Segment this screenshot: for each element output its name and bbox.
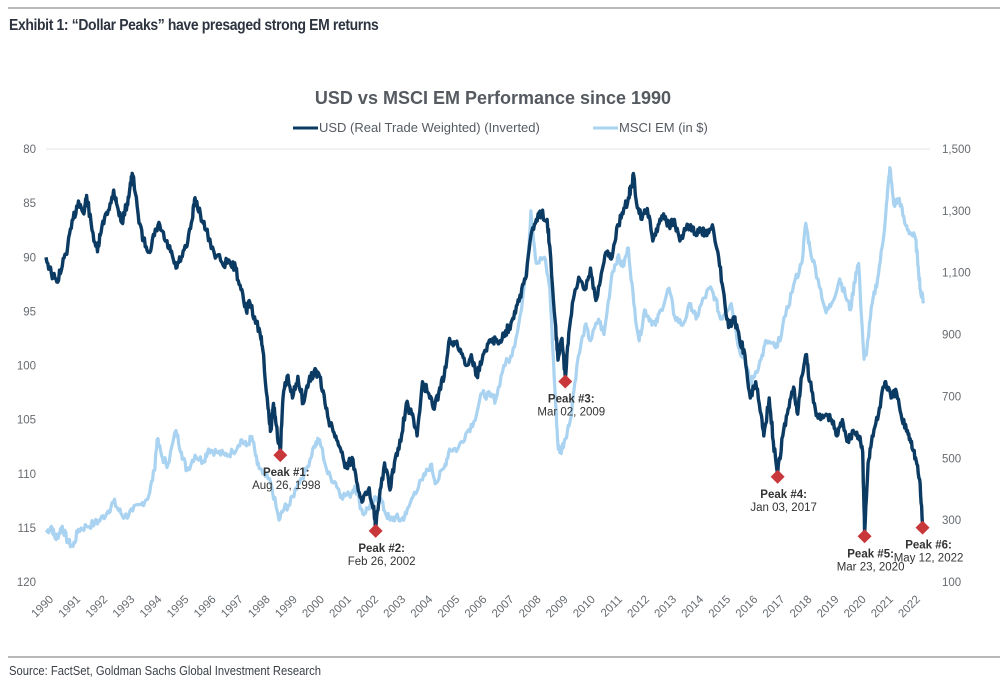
x-tick-label: 1992 [84,594,111,621]
x-tick-label: 1997 [219,594,246,621]
x-tick-label: 1998 [246,594,273,621]
x-tick-label: 2010 [571,594,598,621]
peak-annotation: Peak #2:Feb 26, 2002 [348,523,416,568]
legend-label-usd: USD (Real Trade Weighted) (Inverted) [319,120,540,135]
peak-label: Peak #4: [760,489,807,501]
peak-label: Peak #5: [847,548,894,560]
peak-date: Jan 03, 2017 [750,502,817,514]
x-axis: 1990 1991 1992 1993 1994 1995 1996 1997 1998 1999… [30,593,923,620]
peak-annotation: Peak #4:Jan 03, 2017 [750,469,817,514]
x-tick-label: 2008 [517,594,544,621]
bottom-rule [8,656,1000,658]
peak-date: Mar 23, 2020 [837,561,905,573]
y-right-tick-label: 300 [942,515,961,527]
peak-marker-diamond [558,374,573,389]
x-tick-label: 2018 [788,594,815,621]
peak-annotation: Peak #6:May 12, 2022 [894,520,964,565]
x-tick-label: 2012 [625,594,652,621]
peak-label: Peak #6: [905,540,952,552]
x-tick-label: 2005 [436,594,463,621]
y-left-tick-label: 105 [17,415,36,427]
x-tick-label: 1994 [138,593,165,620]
x-tick-label: 2021 [869,594,896,621]
y-axis-right: 1,500 1,300 1,100 900 700 500 300 100 [942,144,971,589]
source-note: Source: FactSet, Goldman Sachs Global In… [9,664,322,678]
peak-marker-diamond [915,520,930,535]
peak-date: May 12, 2022 [894,553,964,565]
series-line-usd [44,171,925,535]
x-tick-label: 2014 [680,593,707,620]
annotations: Peak #1:Aug 26, 1998 Peak #2:Feb 26, 2002… [252,374,963,573]
peak-date: Aug 26, 1998 [252,480,320,492]
peak-annotation: Peak #3:Mar 02, 2009 [537,374,605,418]
x-tick-label: 2002 [355,594,382,621]
x-tick-label: 1991 [57,594,84,621]
y-left-tick-label: 110 [18,469,36,481]
peak-marker-diamond [857,529,872,544]
legend-label-em: MSCI EM (in $) [619,120,708,135]
x-tick-label: 2015 [707,594,734,621]
y-left-tick-label: 115 [18,523,36,535]
legend: USD (Real Trade Weighted) (Inverted) MSC… [293,120,708,135]
y-left-tick-label: 90 [23,252,36,264]
y-left-tick-label: 120 [17,577,36,589]
y-right-tick-label: 1,100 [942,268,971,280]
x-tick-label: 2011 [599,594,625,620]
peak-label: Peak #2: [358,543,405,555]
x-tick-label: 2013 [653,594,680,621]
x-tick-label: 2007 [490,594,517,621]
x-tick-label: 2016 [734,594,761,621]
series-line-msci-em [44,166,926,549]
y-right-tick-label: 1,300 [942,206,971,218]
x-tick-label: 2006 [463,594,490,621]
x-tick-label: 2004 [409,593,436,620]
x-tick-label: 1996 [192,594,219,621]
peak-annotation: Peak #5:Mar 23, 2020 [837,529,905,573]
y-left-tick-label: 100 [17,361,36,373]
y-right-tick-label: 1,500 [942,144,971,156]
peak-date: Mar 02, 2009 [537,406,605,418]
chart: USD vs MSCI EM Performance since 1990 US… [17,88,971,620]
y-axis-left: 80 85 90 95 100 105 110 115 120 [17,144,36,589]
peak-marker-diamond [368,523,383,538]
y-left-tick-label: 85 [23,198,36,210]
x-tick-label: 1990 [30,594,57,621]
y-right-tick-label: 700 [942,391,961,403]
x-tick-label: 2003 [382,594,409,621]
y-right-tick-label: 100 [942,577,961,589]
peak-marker-diamond [273,448,288,463]
x-tick-label: 2022 [896,594,923,621]
x-tick-label: 1995 [165,594,192,621]
y-left-tick-label: 95 [23,306,36,318]
peak-date: Feb 26, 2002 [348,556,416,568]
x-tick-label: 1999 [273,594,300,621]
x-tick-label: 2020 [842,594,869,621]
x-tick-label: 2001 [328,594,355,621]
x-tick-label: 2017 [761,594,788,621]
top-rule [8,7,1000,9]
y-right-tick-label: 900 [942,330,961,342]
x-tick-label: 2009 [544,594,571,621]
peak-marker-diamond [770,469,785,484]
peak-annotation: Peak #1:Aug 26, 1998 [252,448,321,492]
chart-title: USD vs MSCI EM Performance since 1990 [315,88,671,108]
peak-label: Peak #1: [263,467,310,479]
y-left-tick-label: 80 [23,144,36,156]
exhibit-title: Exhibit 1: “Dollar Peaks” have presaged … [9,17,379,34]
x-tick-label: 2019 [815,594,842,621]
x-tick-label: 1993 [111,594,138,621]
peak-label: Peak #3: [548,393,595,405]
y-right-tick-label: 500 [942,453,961,465]
x-tick-label: 2000 [300,594,327,621]
series-group [44,166,926,549]
